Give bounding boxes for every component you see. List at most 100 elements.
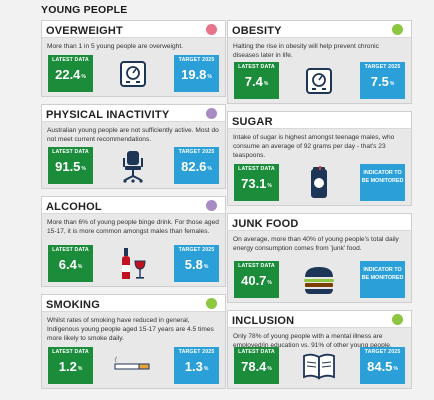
card-description: Whilst rates of smoking have reduced in …	[47, 317, 214, 342]
wine-bottle-glass-icon	[107, 245, 159, 282]
card-description: Only 78% of young people with a mental i…	[233, 333, 392, 349]
target-label: TARGET 2025	[364, 349, 401, 355]
target-2025-box: TARGET 2025 1.3%	[174, 347, 219, 384]
latest-data-box: LATEST DATA 1.2%	[48, 347, 93, 384]
card-smoking: SMOKING Whilst rates of smoking have red…	[41, 294, 226, 389]
target-label: TARGET 2025	[178, 57, 215, 63]
target-2025-box: TARGET 2025 84.5%	[360, 347, 405, 384]
stat-row: LATEST DATA 7.4% TARGET 2025 7.5%	[228, 62, 411, 99]
latest-label: LATEST DATA	[52, 349, 89, 355]
scale-icon	[293, 62, 345, 99]
card-title: SMOKING	[46, 299, 100, 311]
latest-label: LATEST DATA	[52, 149, 89, 155]
target-2025-box: INDICATOR TO BE MONITORED	[360, 164, 405, 201]
latest-value: 7.4%	[244, 74, 269, 89]
card-header: JUNK FOOD	[228, 214, 411, 231]
target-value: 82.6%	[181, 159, 212, 174]
latest-label: LATEST DATA	[238, 166, 275, 172]
target-2025-box: TARGET 2025 19.8%	[174, 55, 219, 92]
soda-can-icon	[293, 164, 345, 201]
status-dot	[392, 24, 403, 35]
card-obesity: OBESITY Halting the rise in obesity will…	[227, 20, 412, 104]
latest-value: 78.4%	[241, 359, 272, 374]
card-header: ALCOHOL	[42, 197, 225, 214]
card-sugar: SUGAR Intake of sugar is highest amongst…	[227, 111, 412, 206]
card-title: INCLUSION	[232, 315, 295, 327]
latest-label: LATEST DATA	[238, 263, 275, 269]
latest-data-box: LATEST DATA 6.4%	[48, 245, 93, 282]
card-title: ALCOHOL	[46, 201, 102, 213]
card-inclusion: INCLUSION Only 78% of young people with …	[227, 310, 412, 389]
target-value: 7.5%	[370, 74, 395, 89]
target-label: TARGET 2025	[364, 64, 401, 70]
latest-data-box: LATEST DATA 22.4%	[48, 55, 93, 92]
target-label: TARGET 2025	[178, 149, 215, 155]
card-header: OVERWEIGHT	[42, 21, 225, 38]
latest-value: 73.1%	[241, 176, 272, 191]
scale-icon	[107, 55, 159, 92]
latest-data-box: LATEST DATA 7.4%	[234, 62, 279, 99]
card-description: Halting the rise in obesity will help pr…	[233, 43, 379, 59]
cigarette-icon	[107, 347, 159, 384]
card-title: PHYSICAL INACTIVITY	[46, 109, 170, 121]
card-header: PHYSICAL INACTIVITY	[42, 105, 225, 122]
burger-icon	[293, 261, 345, 298]
stat-row: LATEST DATA 40.7% INDICATOR TO BE MONITO…	[228, 261, 411, 298]
latest-data-box: LATEST DATA 91.5%	[48, 147, 93, 184]
card-header: SUGAR	[228, 112, 411, 129]
card-physical-inactivity: PHYSICAL INACTIVITY Australian young peo…	[41, 104, 226, 189]
target-value: 19.8%	[181, 67, 212, 82]
status-dot	[206, 200, 217, 211]
stat-row: LATEST DATA 6.4% TARGET 2025 5.8%	[42, 245, 225, 282]
open-book-icon	[293, 347, 345, 384]
card-description: More than 6% of young people binge drink…	[47, 219, 219, 235]
latest-value: 91.5%	[55, 159, 86, 174]
latest-data-box: LATEST DATA 78.4%	[234, 347, 279, 384]
target-2025-box: INDICATOR TO BE MONITORED	[360, 261, 405, 298]
status-dot	[206, 24, 217, 35]
stat-row: LATEST DATA 91.5% TARGET 2025 82.6%	[42, 147, 225, 184]
stat-row: LATEST DATA 1.2% TARGET 2025 1.3%	[42, 347, 225, 384]
latest-value: 40.7%	[241, 273, 272, 288]
target-value: 1.3%	[184, 359, 209, 374]
target-2025-box: TARGET 2025 82.6%	[174, 147, 219, 184]
latest-data-box: LATEST DATA 73.1%	[234, 164, 279, 201]
section-title: YOUNG PEOPLE	[41, 4, 128, 16]
card-header: INCLUSION	[228, 311, 411, 328]
card-alcohol: ALCOHOL More than 6% of young people bin…	[41, 196, 226, 287]
latest-value: 22.4%	[55, 67, 86, 82]
indicator-note: INDICATOR TO BE MONITORED	[361, 267, 404, 281]
stat-row: LATEST DATA 73.1% INDICATOR TO BE MONITO…	[228, 164, 411, 201]
card-title: OVERWEIGHT	[46, 25, 123, 37]
target-2025-box: TARGET 2025 7.5%	[360, 62, 405, 99]
stat-row: LATEST DATA 78.4% TARGET 2025 84.5%	[228, 347, 411, 384]
card-title: JUNK FOOD	[232, 218, 299, 230]
card-header: OBESITY	[228, 21, 411, 38]
latest-label: LATEST DATA	[52, 247, 89, 253]
target-value: 5.8%	[184, 257, 209, 272]
card-description: Intake of sugar is highest amongst teena…	[233, 134, 395, 159]
card-description: Australian young people are not sufficie…	[47, 127, 219, 143]
card-junk-food: JUNK FOOD On average, more than 40% of y…	[227, 213, 412, 303]
latest-data-box: LATEST DATA 40.7%	[234, 261, 279, 298]
latest-label: LATEST DATA	[52, 57, 89, 63]
target-2025-box: TARGET 2025 5.8%	[174, 245, 219, 282]
latest-value: 6.4%	[58, 257, 83, 272]
latest-label: LATEST DATA	[238, 349, 275, 355]
stat-row: LATEST DATA 22.4% TARGET 2025 19.8%	[42, 55, 225, 92]
target-value: 84.5%	[367, 359, 398, 374]
card-title: OBESITY	[232, 25, 282, 37]
card-overweight: OVERWEIGHT More than 1 in 5 young people…	[41, 20, 226, 97]
card-title: SUGAR	[232, 116, 273, 128]
indicator-note: INDICATOR TO BE MONITORED	[361, 170, 404, 184]
target-label: TARGET 2025	[178, 247, 215, 253]
target-label: TARGET 2025	[178, 349, 215, 355]
status-dot	[392, 314, 403, 325]
card-description: More than 1 in 5 young people are overwe…	[47, 43, 183, 50]
card-description: On average, more than 40% of young peopl…	[233, 236, 399, 252]
card-header: SMOKING	[42, 295, 225, 312]
latest-value: 1.2%	[58, 359, 83, 374]
latest-label: LATEST DATA	[238, 64, 275, 70]
office-chair-icon	[107, 147, 159, 184]
status-dot	[206, 108, 217, 119]
